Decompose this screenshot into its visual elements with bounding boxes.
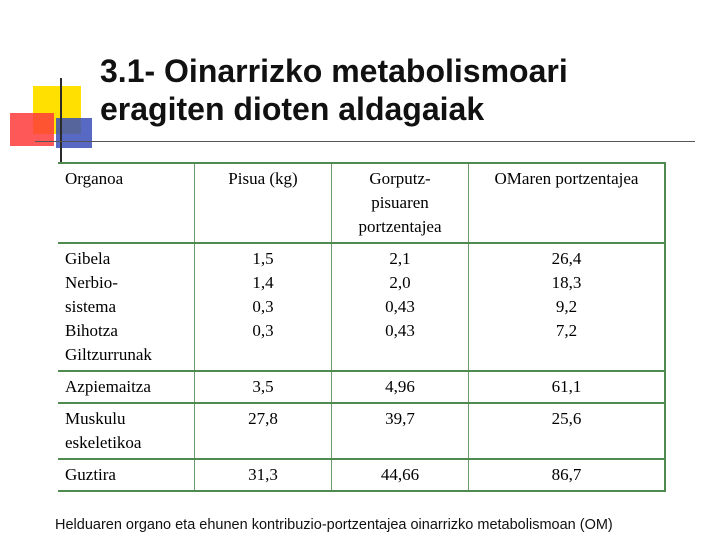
column-header-line: Pisua (kg)	[228, 169, 298, 188]
om-pct-cell: 61,1	[468, 371, 666, 403]
organ-cell-line: Guztira	[65, 465, 116, 484]
organ-cell-line: Azpiemaitza	[65, 377, 151, 396]
title-underline	[35, 141, 695, 142]
column-header-line: OMaren portzentajea	[494, 169, 639, 188]
om-pct-cell: 25,6	[468, 403, 666, 459]
body-pct-cell: 39,7	[331, 403, 469, 459]
organ-cell-line: Bihotza	[65, 321, 118, 340]
slide-title-line-1: 3.1- Oinarrizko metabolismoari	[100, 53, 568, 89]
table-row: Azpiemaitza 3,5 4,96 61,1	[58, 371, 666, 403]
body-pct-cell-line: 0,43	[385, 297, 415, 316]
body-pct-cell-line: 39,7	[385, 409, 415, 428]
om-pct-cell-line: 9,2	[555, 297, 578, 316]
table-header-row: Organoa Pisua (kg) Gorputz-pisuaren portzen…	[58, 163, 666, 243]
body-pct-cell: 44,66	[331, 459, 469, 491]
organ-cell-line: Nerbio-	[65, 273, 118, 292]
weight-cell: 31,3	[194, 459, 332, 491]
body-pct-cell: 4,96	[331, 371, 469, 403]
organ-cell-line: Giltzurrunak	[65, 345, 152, 364]
weight-cell-line: 1,5	[252, 249, 274, 268]
om-pct-cell: 26,4 18,3 9,2 7,2	[468, 243, 666, 371]
weight-cell-line: 27,8	[248, 409, 278, 428]
om-pct-cell-line: 18,3	[551, 273, 582, 292]
organ-cell: Guztira	[58, 459, 195, 491]
om-pct-cell: 86,7	[468, 459, 666, 491]
body-pct-cell-line: 44,66	[380, 465, 420, 484]
column-header-line: Gorputz-	[369, 169, 431, 188]
table-row: Guztira 31,3 44,66 86,7	[58, 459, 666, 491]
body-pct-cell-line: 2,0	[389, 273, 411, 292]
decor-red-square	[10, 113, 54, 146]
organ-cell: Gibela Nerbio-sistema Bihotza Giltzurrunak	[58, 243, 195, 371]
om-pct-cell-line: 26,4	[551, 249, 582, 268]
table-row: Muskulu eskeletikoa 27,8 39,7 25,6	[58, 403, 666, 459]
column-header-line: Organoa	[65, 169, 124, 188]
weight-cell: 3,5	[194, 371, 332, 403]
metabolism-table: Organoa Pisua (kg) Gorputz-pisuaren portzen…	[58, 162, 666, 492]
body-pct-cell-line: 4,96	[385, 377, 415, 396]
column-header-line: pisuaren	[371, 193, 429, 212]
body-pct-cell: 2,1 2,0 0,43 0,43	[331, 243, 469, 371]
weight-cell-line: 1,4	[252, 273, 274, 292]
slide-title-line-2: eragiten dioten aldagaiak	[100, 91, 485, 127]
column-header: Organoa	[58, 163, 195, 243]
table-row: Gibela Nerbio-sistema Bihotza Giltzurrunak 1…	[58, 243, 666, 371]
decor-vertical-line	[60, 78, 62, 162]
body-pct-cell-line: 0,43	[385, 321, 415, 340]
weight-cell: 27,8	[194, 403, 332, 459]
organ-cell: Muskulu eskeletikoa	[58, 403, 195, 459]
om-pct-cell-line: 7,2	[555, 321, 578, 340]
om-pct-cell-line: 61,1	[551, 377, 582, 396]
decor-blue-square	[56, 118, 92, 148]
column-header: OMaren portzentajea	[468, 163, 666, 243]
organ-cell-line: Muskulu	[65, 409, 126, 428]
weight-cell-line: 31,3	[248, 465, 278, 484]
organ-cell-line: sistema	[65, 297, 116, 316]
organ-cell: Azpiemaitza	[58, 371, 195, 403]
organ-cell-line: eskeletikoa	[65, 433, 142, 452]
om-pct-cell-line: 25,6	[551, 409, 582, 428]
om-pct-cell-line: 86,7	[551, 465, 582, 484]
column-header: Pisua (kg)	[194, 163, 332, 243]
weight-cell-line: 0,3	[252, 297, 274, 316]
weight-cell-line: 0,3	[252, 321, 274, 340]
column-header-line: portzentajea	[358, 217, 442, 236]
organ-cell-line: Gibela	[65, 249, 111, 268]
column-header: Gorputz-pisuaren portzentajea	[331, 163, 469, 243]
table-caption: Helduaren organo eta ehunen kontribuzio-…	[55, 517, 613, 533]
weight-cell: 1,5 1,4 0,3 0,3	[194, 243, 332, 371]
slide-title: 3.1- Oinarrizko metabolismoari eragiten …	[100, 52, 700, 128]
body-pct-cell-line: 2,1	[389, 249, 411, 268]
weight-cell-line: 3,5	[252, 377, 274, 396]
